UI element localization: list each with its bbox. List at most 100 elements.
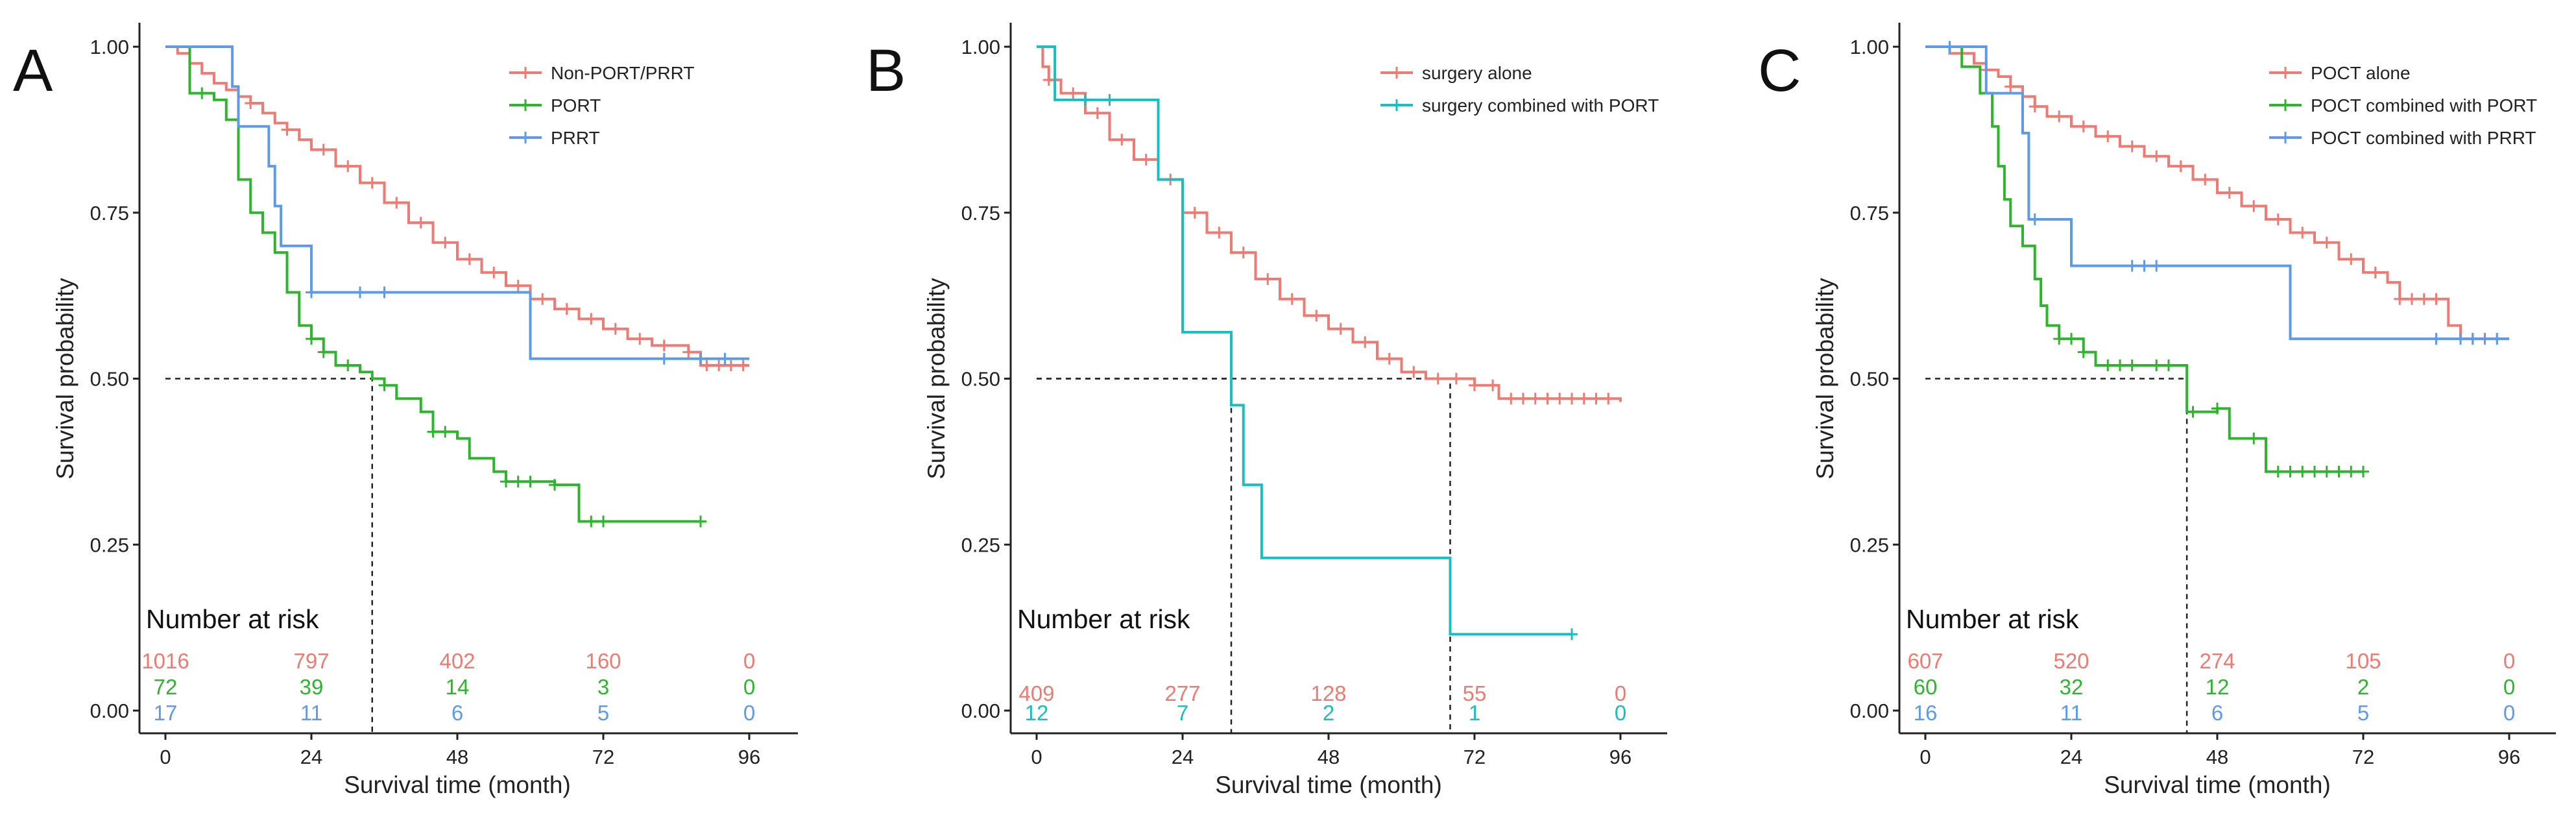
censor-mark bbox=[2418, 293, 2430, 305]
censor-mark bbox=[2077, 120, 2089, 132]
risk-count: 274 bbox=[2199, 649, 2235, 673]
censor-mark bbox=[2077, 346, 2089, 358]
censor-mark bbox=[609, 323, 621, 335]
risk-count: 277 bbox=[1164, 681, 1200, 705]
censor-mark bbox=[737, 360, 749, 372]
censor-mark bbox=[2114, 360, 2126, 372]
censor-mark bbox=[1432, 372, 1444, 385]
censor-mark bbox=[1505, 393, 1517, 405]
censor-mark bbox=[1554, 393, 1566, 405]
legend-label: Non-PORT/PRRT bbox=[551, 63, 694, 83]
risk-count: 17 bbox=[154, 701, 178, 725]
legend-censor-glyph bbox=[1391, 99, 1402, 111]
y-tick-label: 0.00 bbox=[961, 700, 1000, 722]
censor-mark bbox=[1103, 93, 1116, 106]
censor-mark bbox=[585, 515, 597, 528]
censor-mark bbox=[391, 197, 403, 209]
y-axis-label: Survival probability bbox=[1812, 278, 1838, 480]
censor-mark bbox=[1286, 293, 1298, 305]
censor-mark bbox=[2150, 150, 2163, 162]
censor-mark bbox=[1529, 393, 1541, 405]
risk-count: 16 bbox=[1914, 701, 1938, 725]
x-tick-label: 0 bbox=[160, 746, 171, 768]
km-panel-A: A 0.00 0.25 0.50 0.75 1.00 0 24 48 72 96 Survival t… bbox=[13, 23, 798, 798]
risk-count: 12 bbox=[1025, 701, 1049, 725]
risk-count: 5 bbox=[597, 701, 609, 725]
censor-mark bbox=[366, 177, 378, 189]
risk-count: 797 bbox=[293, 649, 329, 673]
y-tick-label: 0.25 bbox=[961, 533, 1000, 556]
censor-mark bbox=[1541, 393, 1554, 405]
legend-censor-glyph bbox=[520, 67, 531, 79]
censor-mark bbox=[536, 293, 549, 305]
risk-count: 128 bbox=[1310, 681, 1346, 705]
risk-count: 12 bbox=[2206, 675, 2230, 699]
legend-censor-glyph bbox=[520, 132, 531, 143]
risk-count: 0 bbox=[1615, 701, 1626, 725]
censor-mark bbox=[2126, 140, 2138, 152]
censor-mark bbox=[2028, 213, 2041, 225]
y-tick-label: 0.75 bbox=[961, 202, 1000, 225]
survival-curve-2 bbox=[165, 45, 701, 523]
y-axis-label: Survival probability bbox=[52, 278, 78, 480]
legend-label: POCT combined with PORT bbox=[2311, 95, 2537, 116]
risk-count: 0 bbox=[2503, 675, 2515, 699]
censor-mark bbox=[1450, 372, 1462, 385]
censor-mark bbox=[317, 143, 330, 156]
censor-mark bbox=[1566, 393, 1578, 405]
censor-mark bbox=[2296, 465, 2309, 478]
legend-censor-glyph bbox=[1391, 67, 1402, 79]
risk-count: 520 bbox=[2053, 649, 2089, 673]
km-panel-C: C 0.00 0.25 0.50 0.75 1.00 0 24 48 72 96 Survival t… bbox=[1758, 23, 2556, 798]
survival-curve-1 bbox=[165, 45, 749, 367]
censor-mark bbox=[2320, 236, 2333, 249]
risk-count: 2 bbox=[2357, 675, 2369, 699]
risk-count: 607 bbox=[1907, 649, 1943, 673]
risk-count: 160 bbox=[585, 649, 621, 673]
risk-count: 6 bbox=[451, 701, 463, 725]
censor-mark bbox=[2211, 402, 2223, 415]
y-tick-label: 1.00 bbox=[961, 36, 1000, 58]
x-tick-label: 72 bbox=[592, 746, 614, 768]
censor-mark bbox=[1408, 366, 1420, 378]
legend-label: POCT alone bbox=[2311, 63, 2411, 83]
censor-mark bbox=[658, 352, 670, 365]
censor-mark bbox=[1079, 93, 1091, 106]
censor-mark bbox=[2174, 160, 2187, 173]
censor-mark bbox=[2284, 465, 2296, 478]
x-axis-label: Survival time (month) bbox=[344, 772, 571, 798]
censor-mark bbox=[2394, 293, 2406, 305]
risk-count: 2 bbox=[1323, 701, 1334, 725]
censor-mark bbox=[524, 476, 536, 488]
x-tick-label: 24 bbox=[300, 746, 322, 768]
censor-mark bbox=[439, 236, 451, 249]
x-axis-label: Survival time (month) bbox=[2104, 772, 2331, 798]
median-line-1 bbox=[1925, 378, 2188, 733]
legend-censor-glyph bbox=[520, 99, 531, 111]
censor-mark bbox=[2102, 360, 2114, 372]
censor-mark bbox=[342, 160, 354, 173]
legend-label: surgery combined with PORT bbox=[1422, 95, 1659, 116]
censor-mark bbox=[549, 479, 560, 491]
censor-mark bbox=[695, 352, 706, 365]
censor-mark bbox=[1602, 393, 1615, 405]
risk-count: 39 bbox=[300, 675, 324, 699]
x-tick-label: 24 bbox=[2060, 746, 2082, 768]
risk-count: 6 bbox=[2211, 701, 2223, 725]
censor-mark bbox=[1310, 310, 1323, 322]
censor-mark bbox=[2150, 360, 2163, 372]
censor-mark bbox=[317, 346, 330, 358]
panel-title: C bbox=[1758, 38, 1801, 104]
censor-mark bbox=[1359, 336, 1371, 348]
risk-count: 72 bbox=[154, 675, 178, 699]
risk-count: 11 bbox=[2060, 701, 2082, 725]
risk-table-title: Number at risk bbox=[1906, 604, 2079, 634]
y-tick-label: 0.00 bbox=[90, 700, 129, 722]
legend-label: surgery alone bbox=[1422, 63, 1532, 83]
censor-mark bbox=[695, 515, 706, 528]
censor-mark bbox=[1262, 273, 1274, 286]
censor-mark bbox=[488, 266, 500, 278]
survival-curve-1 bbox=[1037, 45, 1622, 402]
censor-mark bbox=[306, 333, 317, 345]
